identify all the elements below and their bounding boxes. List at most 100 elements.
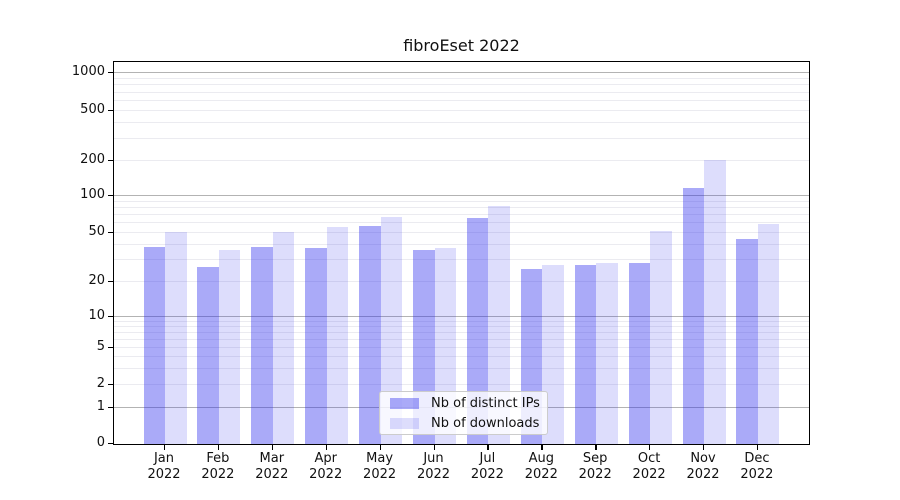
y-tick-mark — [108, 195, 113, 197]
y-tick-label: 500 — [80, 102, 105, 117]
legend-swatch-distinct-ips — [390, 397, 419, 409]
x-tick-year: 2022 — [201, 467, 235, 482]
minor-gridline — [114, 200, 809, 202]
x-tick-label: May 2022 — [340, 451, 420, 483]
bar-distinct-ips-feb — [197, 266, 219, 444]
minor-gridline — [114, 232, 809, 233]
x-tick-month: Jun — [423, 451, 444, 466]
bar-distinct-ips-oct — [628, 263, 651, 444]
major-gridline — [114, 195, 809, 196]
x-tick-mark — [595, 445, 597, 450]
x-tick-month: Nov — [690, 451, 716, 466]
plot-area — [113, 61, 810, 445]
y-tick-mark — [108, 347, 113, 349]
x-tick-year: 2022 — [147, 467, 181, 482]
y-tick-mark — [108, 316, 113, 318]
y-tick-mark — [108, 232, 113, 234]
x-tick-year: 2022 — [363, 467, 397, 482]
y-tick-label: 1000 — [71, 64, 105, 79]
minor-gridline — [114, 84, 809, 86]
x-tick-mark — [541, 445, 543, 450]
bar-downloads-dec — [757, 224, 780, 444]
minor-gridline — [114, 222, 809, 224]
x-tick-year: 2022 — [470, 467, 504, 482]
x-tick-mark — [487, 445, 489, 450]
minor-gridline — [114, 331, 809, 333]
y-tick-mark — [108, 443, 113, 445]
minor-gridline — [114, 110, 809, 111]
y-tick-label: 200 — [80, 152, 105, 167]
y-tick-mark — [108, 110, 113, 112]
x-tick-mark — [217, 445, 220, 450]
minor-gridline — [114, 214, 809, 216]
x-tick-year: 2022 — [632, 467, 666, 482]
bar-downloads-may — [380, 217, 403, 444]
x-tick-label: Jun 2022 — [394, 451, 474, 483]
bar-distinct-ips-jul — [466, 218, 489, 444]
legend-item: Nb of downloads — [386, 416, 541, 431]
legend-item: Nb of distinct IPs — [386, 396, 541, 411]
x-tick-year: 2022 — [686, 467, 720, 482]
x-tick-label: Aug 2022 — [501, 451, 581, 483]
x-tick-year: 2022 — [524, 467, 558, 482]
x-tick-mark — [703, 445, 705, 450]
minor-gridline — [114, 137, 809, 139]
bar-distinct-ips-jan — [143, 246, 165, 444]
y-tick-label: 1 — [96, 399, 105, 414]
x-tick-month: Sep — [582, 451, 608, 466]
x-tick-year: 2022 — [740, 467, 774, 482]
x-tick-month: Feb — [206, 451, 230, 466]
x-tick-month: Apr — [314, 451, 337, 466]
x-tick-year: 2022 — [309, 467, 343, 482]
bar-distinct-ips-may — [359, 225, 381, 444]
bar-downloads-jan — [165, 232, 187, 444]
minor-gridline — [114, 347, 809, 348]
x-tick-mark — [649, 445, 651, 450]
minor-gridline — [114, 259, 809, 261]
x-tick-label: Sep 2022 — [555, 451, 635, 483]
x-tick-month: Mar — [259, 451, 285, 466]
x-tick-mark — [756, 445, 759, 450]
legend-label: Nb of downloads — [431, 415, 540, 431]
x-tick-month: Dec — [744, 451, 770, 466]
y-tick-mark — [108, 281, 113, 283]
y-tick-label: 100 — [80, 187, 105, 202]
x-tick-label: Feb 2022 — [178, 451, 258, 483]
x-tick-label: Nov 2022 — [663, 451, 743, 483]
minor-gridline — [114, 243, 809, 245]
y-tick-label: 50 — [88, 224, 105, 239]
minor-gridline — [114, 281, 809, 282]
y-tick-mark — [108, 384, 113, 386]
bar-downloads-apr — [326, 226, 349, 444]
minor-gridline — [114, 356, 809, 357]
bar-downloads-nov — [704, 160, 726, 444]
legend-swatch-downloads — [390, 417, 419, 429]
x-tick-label: Oct 2022 — [609, 451, 689, 483]
x-tick-label: Mar 2022 — [232, 451, 312, 483]
chart-title: fibroEset 2022 — [403, 36, 520, 55]
minor-gridline — [114, 160, 809, 161]
x-tick-month: Jul — [479, 451, 496, 466]
x-tick-label: Dec 2022 — [717, 451, 797, 483]
bar-downloads-sep — [596, 263, 618, 444]
minor-gridline — [114, 367, 809, 369]
y-tick-label: 5 — [96, 339, 105, 354]
x-tick-label: Apr 2022 — [286, 451, 366, 483]
minor-gridline — [114, 320, 809, 322]
x-tick-month: May — [366, 451, 394, 466]
x-tick-label: Jan 2022 — [124, 451, 204, 483]
y-tick-mark — [108, 407, 113, 409]
minor-gridline — [114, 100, 809, 101]
y-tick-mark — [108, 160, 113, 162]
y-tick-label: 10 — [88, 308, 105, 323]
x-tick-year: 2022 — [578, 467, 612, 482]
x-tick-mark — [325, 445, 328, 450]
x-tick-month: Oct — [637, 451, 661, 466]
bar-distinct-ips-nov — [682, 187, 704, 444]
x-tick-month: Aug — [528, 451, 554, 466]
minor-gridline — [114, 384, 809, 385]
x-tick-label: Jul 2022 — [447, 451, 527, 483]
x-tick-mark — [379, 445, 381, 450]
legend: Nb of distinct IPs Nb of downloads — [379, 391, 548, 435]
